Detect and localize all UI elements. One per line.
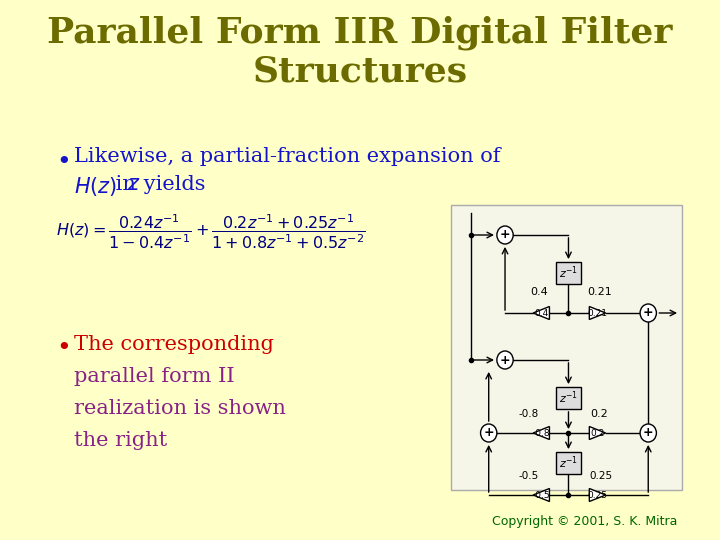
Polygon shape [590,489,606,502]
Text: $z^{-1}$: $z^{-1}$ [559,390,578,406]
Text: The corresponding: The corresponding [74,335,274,354]
Polygon shape [590,307,606,320]
Circle shape [640,304,657,322]
Circle shape [480,424,497,442]
Circle shape [497,351,513,369]
Text: in: in [109,175,143,194]
Circle shape [640,424,657,442]
Text: 0.25: 0.25 [590,471,613,481]
Text: •: • [56,337,71,360]
Text: 0.25: 0.25 [588,490,608,500]
Text: Likewise, a partial-fraction expansion of: Likewise, a partial-fraction expansion o… [74,147,501,166]
Text: Copyright © 2001, S. K. Mitra: Copyright © 2001, S. K. Mitra [492,515,678,528]
Text: 0.21: 0.21 [588,308,608,318]
Bar [556,452,581,474]
Text: $H(z)=\dfrac{0.24z^{-1}}{1-0.4z^{-1}}+\dfrac{0.2z^{-1}+0.25z^{-1}}{1+0.8z^{-1}+0: $H(z)=\dfrac{0.24z^{-1}}{1-0.4z^{-1}}+\d… [56,213,366,252]
Text: •: • [56,151,71,174]
Text: realization is shown: realization is shown [74,399,287,418]
Text: Parallel Form IIR Digital Filter: Parallel Form IIR Digital Filter [48,15,672,50]
Text: 0.21: 0.21 [587,287,612,297]
Text: -0.5: -0.5 [518,471,539,481]
Bar [556,262,581,284]
Text: 0.2: 0.2 [590,429,605,437]
Text: $z^{-1}$: $z^{-1}$ [559,265,578,281]
Text: parallel form II: parallel form II [74,367,235,386]
Text: -0.5: -0.5 [533,490,550,500]
Text: +: + [643,427,654,440]
Polygon shape [533,427,549,440]
Circle shape [497,226,513,244]
Text: +: + [500,228,510,241]
Polygon shape [533,489,549,502]
Text: -0.8: -0.8 [533,429,550,437]
Text: +: + [483,427,494,440]
Text: Structures: Structures [253,55,467,89]
Text: the right: the right [74,431,168,450]
Text: $z^{-1}$: $z^{-1}$ [559,455,578,471]
Text: 0.2: 0.2 [590,409,608,419]
Text: $H(z)$: $H(z)$ [74,175,117,198]
Text: +: + [500,354,510,367]
Text: -0.8: -0.8 [518,409,539,419]
Text: $z$: $z$ [127,175,140,194]
Text: 0.4: 0.4 [531,287,549,297]
Text: +: + [643,307,654,320]
Text: yields: yields [137,175,205,194]
Polygon shape [590,427,606,440]
Polygon shape [533,307,549,320]
Bar [556,387,581,409]
Text: 0.4: 0.4 [534,308,549,318]
Bar [451,205,682,490]
